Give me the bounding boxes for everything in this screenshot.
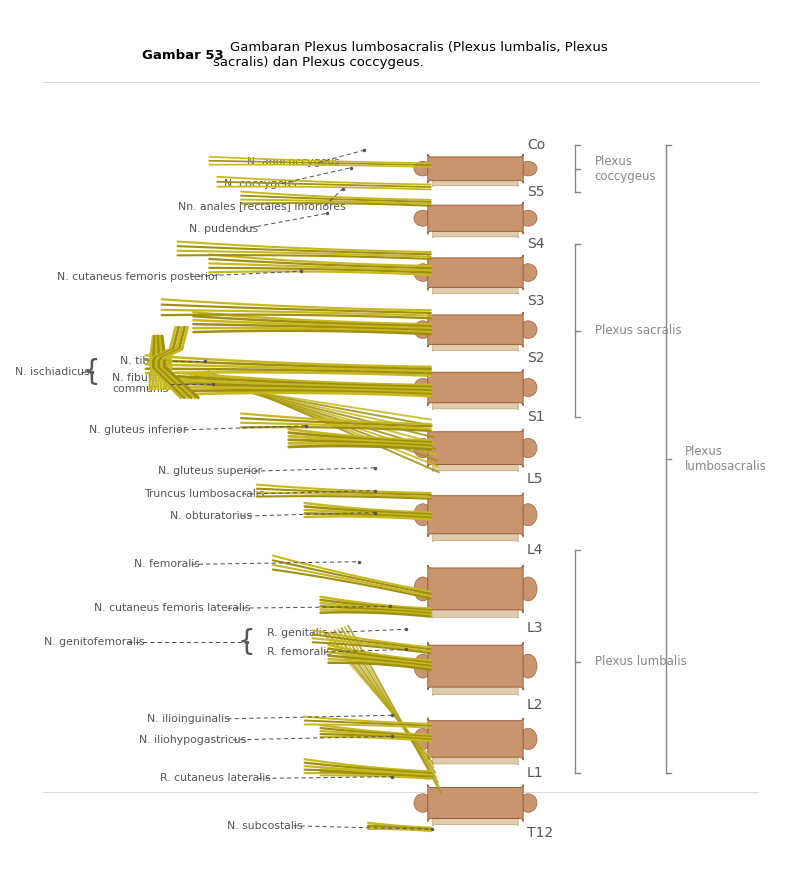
- Text: S4: S4: [527, 237, 545, 251]
- Text: N. fibularis
communis: N. fibularis communis: [113, 373, 171, 395]
- FancyBboxPatch shape: [428, 255, 523, 291]
- Text: Plexus lumbalis: Plexus lumbalis: [594, 655, 686, 668]
- FancyBboxPatch shape: [433, 818, 518, 826]
- Text: R. femoralis: R. femoralis: [266, 647, 331, 657]
- Ellipse shape: [519, 439, 537, 457]
- Text: N. pudendus: N. pudendus: [190, 224, 258, 234]
- Ellipse shape: [519, 379, 537, 396]
- Text: R. genitalis: R. genitalis: [266, 628, 326, 638]
- FancyBboxPatch shape: [428, 642, 523, 690]
- FancyBboxPatch shape: [433, 286, 518, 294]
- Ellipse shape: [414, 379, 432, 396]
- Text: R. cutaneus lateralis: R. cutaneus lateralis: [160, 774, 271, 783]
- Text: N. coccygeus: N. coccygeus: [224, 178, 296, 189]
- Text: N. gluteus inferior: N. gluteus inferior: [89, 425, 187, 435]
- Text: Plexus
lumbosacralis: Plexus lumbosacralis: [685, 445, 766, 473]
- FancyBboxPatch shape: [433, 402, 518, 410]
- Text: N. obturatorius: N. obturatorius: [170, 511, 252, 521]
- Text: Plexus sacralis: Plexus sacralis: [594, 324, 682, 337]
- Text: N. genitofemoralis: N. genitofemoralis: [44, 638, 145, 647]
- FancyBboxPatch shape: [428, 312, 523, 347]
- Text: S5: S5: [527, 185, 545, 200]
- Text: Gambaran Plexus lumbosacralis (Plexus lumbalis, Plexus
sacralis) dan Plexus cocc: Gambaran Plexus lumbosacralis (Plexus lu…: [214, 42, 608, 70]
- Ellipse shape: [519, 162, 537, 176]
- FancyBboxPatch shape: [428, 784, 523, 821]
- Text: L5: L5: [527, 472, 544, 487]
- Ellipse shape: [414, 321, 432, 338]
- Text: N. tibialis: N. tibialis: [120, 356, 171, 366]
- Text: N. femoralis: N. femoralis: [134, 559, 200, 570]
- Text: L2: L2: [527, 698, 544, 712]
- FancyBboxPatch shape: [433, 755, 518, 765]
- FancyBboxPatch shape: [433, 343, 518, 351]
- Text: L1: L1: [527, 766, 544, 781]
- Text: S3: S3: [527, 294, 545, 308]
- Text: T12: T12: [527, 826, 554, 840]
- FancyBboxPatch shape: [433, 532, 518, 542]
- Ellipse shape: [414, 264, 432, 282]
- Text: S1: S1: [527, 410, 545, 424]
- Ellipse shape: [414, 654, 432, 678]
- Text: S2: S2: [527, 351, 545, 366]
- Text: L4: L4: [527, 543, 544, 557]
- Ellipse shape: [519, 577, 537, 600]
- Text: Nn. anales [rectales] inforiores: Nn. anales [rectales] inforiores: [178, 201, 346, 211]
- Ellipse shape: [414, 577, 432, 600]
- Ellipse shape: [414, 503, 432, 525]
- Text: L3: L3: [527, 621, 544, 635]
- Text: N. subcostalis: N. subcostalis: [227, 821, 302, 831]
- FancyBboxPatch shape: [433, 463, 518, 472]
- Ellipse shape: [519, 264, 537, 282]
- FancyBboxPatch shape: [428, 718, 523, 760]
- FancyBboxPatch shape: [433, 180, 518, 186]
- FancyBboxPatch shape: [428, 154, 523, 184]
- Ellipse shape: [414, 162, 432, 176]
- Ellipse shape: [519, 321, 537, 338]
- Text: Truncus lumbosacralis: Truncus lumbosacralis: [144, 489, 265, 499]
- Text: {: {: [238, 629, 255, 656]
- Ellipse shape: [414, 439, 432, 457]
- Text: N. gluteus superior: N. gluteus superior: [158, 466, 262, 476]
- Ellipse shape: [519, 210, 537, 226]
- Ellipse shape: [519, 728, 537, 750]
- FancyBboxPatch shape: [433, 684, 518, 696]
- FancyBboxPatch shape: [428, 565, 523, 613]
- FancyBboxPatch shape: [428, 202, 523, 234]
- Text: N. ilioinguinalis: N. ilioinguinalis: [147, 713, 230, 724]
- FancyBboxPatch shape: [428, 429, 523, 467]
- Ellipse shape: [519, 503, 537, 525]
- Text: N. anococcygeus: N. anococcygeus: [247, 157, 340, 168]
- Text: Plexus
coccygeus: Plexus coccygeus: [594, 155, 656, 183]
- FancyBboxPatch shape: [433, 230, 518, 238]
- Text: N. cutaneus femoris posterior: N. cutaneus femoris posterior: [57, 272, 219, 282]
- Text: N. cutaneus femoris lateralis: N. cutaneus femoris lateralis: [94, 603, 250, 613]
- Ellipse shape: [414, 728, 432, 750]
- FancyBboxPatch shape: [428, 369, 523, 406]
- FancyBboxPatch shape: [428, 493, 523, 537]
- Text: N. ischiadicus: N. ischiadicus: [14, 367, 90, 377]
- FancyBboxPatch shape: [433, 608, 518, 618]
- Text: Gambar 53: Gambar 53: [142, 49, 223, 62]
- Ellipse shape: [519, 794, 537, 812]
- Ellipse shape: [414, 210, 432, 226]
- Text: Co: Co: [527, 138, 546, 152]
- Ellipse shape: [414, 794, 432, 812]
- Text: {: {: [83, 358, 101, 386]
- Text: N. iliohypogastricus: N. iliohypogastricus: [139, 735, 246, 745]
- Ellipse shape: [519, 654, 537, 678]
